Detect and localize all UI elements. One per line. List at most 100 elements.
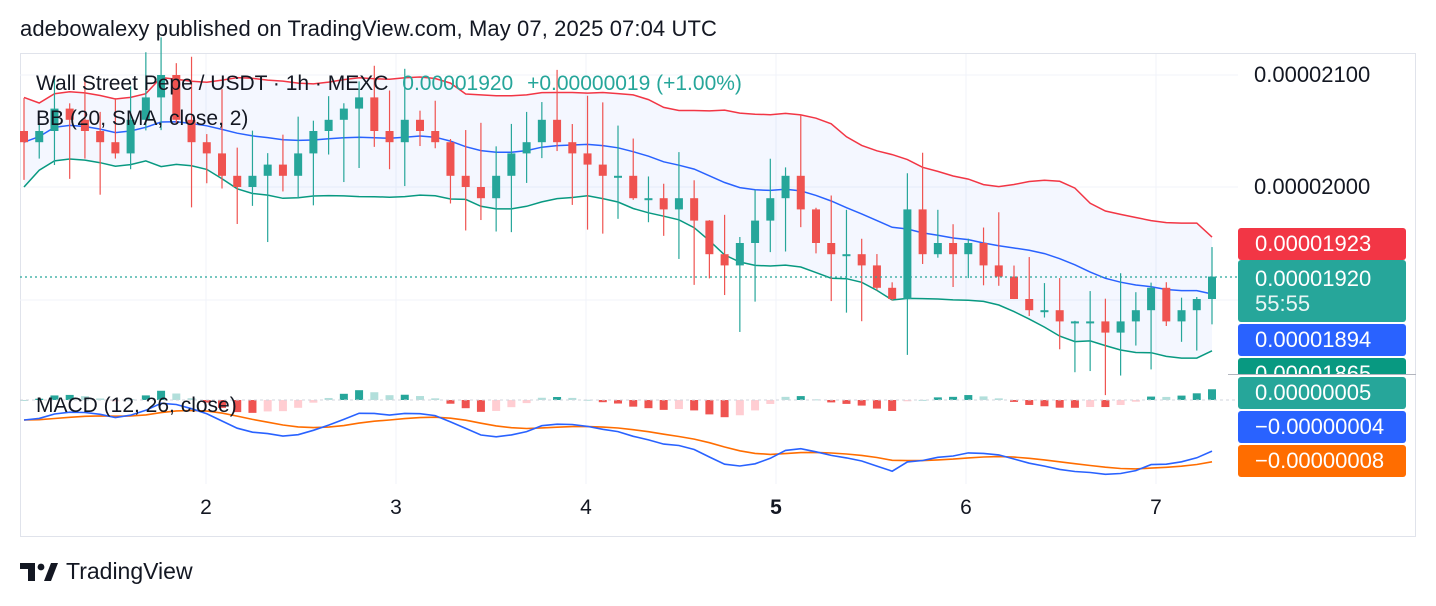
macd-histogram-bar	[80, 396, 89, 400]
macd-histogram-bar	[355, 390, 364, 400]
candle	[1162, 282, 1171, 326]
macd-histogram-bar	[1131, 400, 1140, 402]
candle	[50, 78, 59, 166]
candle	[111, 98, 120, 159]
macd-histogram-bar	[735, 400, 744, 416]
candle	[96, 111, 105, 195]
time-label: 4	[580, 496, 592, 519]
macd-histogram-bar	[842, 400, 851, 404]
candle	[888, 282, 897, 301]
macd-histogram-bar	[644, 400, 653, 409]
candle	[187, 56, 196, 208]
candle	[416, 110, 424, 147]
macd-histogram-bar	[949, 396, 958, 400]
macd-histogram-bar	[157, 390, 166, 400]
candle	[1070, 320, 1079, 373]
candle	[903, 173, 912, 355]
macd-histogram-bar	[674, 400, 683, 410]
candle	[842, 209, 851, 313]
macd-histogram-bar	[507, 400, 516, 408]
macd-histogram-bar	[1086, 400, 1095, 408]
last-price-badge: 0.00001920 55:55	[1238, 260, 1406, 322]
macd-histogram-bar	[964, 395, 973, 400]
macd-histogram-bar	[446, 400, 455, 404]
macd-histogram-bar	[263, 400, 272, 412]
candle	[400, 68, 409, 187]
macd-histogram-bar	[583, 399, 592, 401]
macd-histogram-bar	[431, 398, 440, 400]
candle	[248, 130, 257, 206]
candle	[385, 90, 394, 170]
candle	[949, 224, 958, 288]
macd-histogram-bar	[50, 395, 59, 400]
time-label: 5	[770, 496, 782, 519]
candle	[461, 130, 470, 231]
candle	[1131, 292, 1140, 346]
grid	[20, 54, 1238, 484]
candle	[1192, 297, 1201, 351]
macd-histogram-bar	[1192, 393, 1201, 400]
candle	[157, 37, 166, 131]
macd-pane	[20, 389, 1238, 476]
candle	[35, 123, 44, 159]
macd-histogram-bar	[96, 398, 105, 400]
candle	[568, 124, 577, 205]
macd-histogram-bar	[888, 400, 897, 411]
bb-legend[interactable]: BB (20, SMA, close, 2)	[36, 107, 249, 130]
bb-band-area	[24, 77, 1212, 359]
macd-histogram-bar	[202, 400, 211, 403]
candle	[1147, 282, 1156, 370]
candle	[309, 120, 318, 206]
macd-histogram-bar	[1177, 395, 1186, 400]
macd-histogram-bar	[1010, 400, 1018, 402]
candle	[705, 220, 714, 279]
macd-histogram-bar	[1162, 396, 1171, 400]
macd-histogram-bar	[1116, 400, 1125, 405]
tradingview-logo[interactable]: TradingView	[20, 558, 193, 585]
macd-histogram-bar	[172, 393, 181, 400]
brand-name: TradingView	[66, 558, 193, 584]
macd-histogram-bar	[20, 400, 28, 401]
bb-lower-badge: 0.00001865	[1238, 358, 1406, 374]
macd-histogram-bar	[568, 397, 577, 400]
candle	[598, 102, 607, 234]
candle	[324, 96, 333, 155]
macd-line	[23, 402, 1213, 476]
macd-legend[interactable]: MACD (12, 26, close)	[36, 394, 237, 417]
macd-histogram-bar	[522, 400, 531, 404]
candle	[857, 238, 866, 322]
macd-histogram-bar	[187, 398, 196, 400]
price-change-value: +0.00000019 (+1.00%)	[527, 72, 742, 95]
time-label: 3	[390, 496, 402, 519]
candle	[263, 153, 272, 243]
candle	[720, 214, 729, 296]
macd-histogram-bar	[827, 400, 836, 403]
macd-histogram-bar	[1040, 400, 1049, 407]
macd-histogram-bar	[537, 397, 546, 400]
macd-histogram-bar	[1055, 400, 1064, 408]
macd-histogram-bar	[705, 400, 714, 415]
candle	[796, 115, 805, 228]
candle	[614, 125, 622, 219]
macd-histogram-bar	[1147, 396, 1156, 400]
macd-histogram-bar	[476, 400, 485, 412]
macd-histogram-bar	[766, 400, 775, 404]
pane-separator[interactable]	[1228, 374, 1416, 375]
candle	[80, 80, 89, 159]
macd-histogram-bar	[812, 399, 820, 401]
candle	[278, 134, 287, 192]
macd-histogram-bar	[416, 396, 424, 400]
macd-histogram-bar	[294, 400, 303, 408]
candle	[492, 146, 501, 232]
publisher-header: adebowalexy published on TradingView.com…	[20, 16, 717, 41]
chart-frame[interactable]	[20, 53, 1416, 537]
macd-histogram-bar	[233, 400, 242, 413]
symbol-legend[interactable]: Wall Street Pepe / USDT · 1h · MEXC 0.00…	[36, 72, 742, 96]
macd-histogram-bar	[65, 394, 74, 400]
bb-upper-line	[23, 76, 1213, 238]
candle	[933, 209, 942, 258]
macd-histogram-bar	[690, 400, 699, 411]
candle	[918, 152, 927, 264]
candle	[20, 98, 28, 180]
